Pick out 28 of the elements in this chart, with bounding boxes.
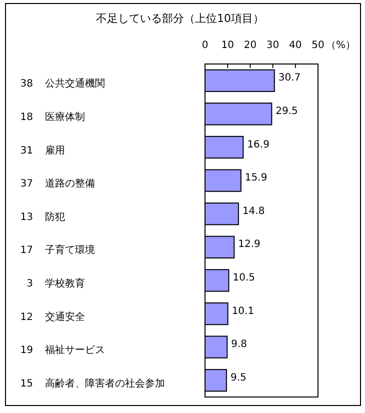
data-label: 14.8	[242, 206, 265, 217]
x-tick-label: 0	[202, 40, 208, 51]
data-label: 15.9	[244, 172, 268, 184]
data-label: 12.9	[238, 239, 260, 250]
category-label: 37 道路の整備	[20, 178, 95, 190]
x-tick-label: 20	[244, 40, 257, 51]
category-label: 38 公共交通機関	[20, 78, 105, 90]
category-label: 15 高齢者、障害者の社会参加	[20, 378, 165, 390]
x-tick-label: 30	[266, 40, 280, 51]
data-label: 9.5	[230, 372, 246, 384]
category-label: 12 交通安全	[20, 312, 85, 323]
x-tick-label: 50	[312, 40, 324, 51]
category-label: 3 学校教育	[26, 278, 85, 290]
data-label: 10.5	[232, 272, 255, 284]
category-label: 18 医療体制	[20, 112, 85, 123]
data-label: 16.9	[247, 139, 270, 150]
x-axis-title: （%）	[326, 40, 356, 51]
category-label: 19 福祉サービス	[20, 345, 105, 356]
data-label: 9.8	[231, 339, 248, 350]
x-tick-label: 10	[221, 40, 234, 51]
chart-title: 不足している部分（上位10項目）	[96, 12, 264, 25]
category-label: 31 雇用	[20, 145, 65, 156]
data-label: 10.1	[232, 306, 254, 317]
data-label: 30.7	[278, 72, 301, 84]
data-label: 29.5	[276, 106, 298, 117]
category-label: 17 子育て環境	[20, 245, 95, 256]
category-label: 13 防犯	[20, 212, 65, 223]
x-tick-label: 40	[289, 40, 302, 51]
